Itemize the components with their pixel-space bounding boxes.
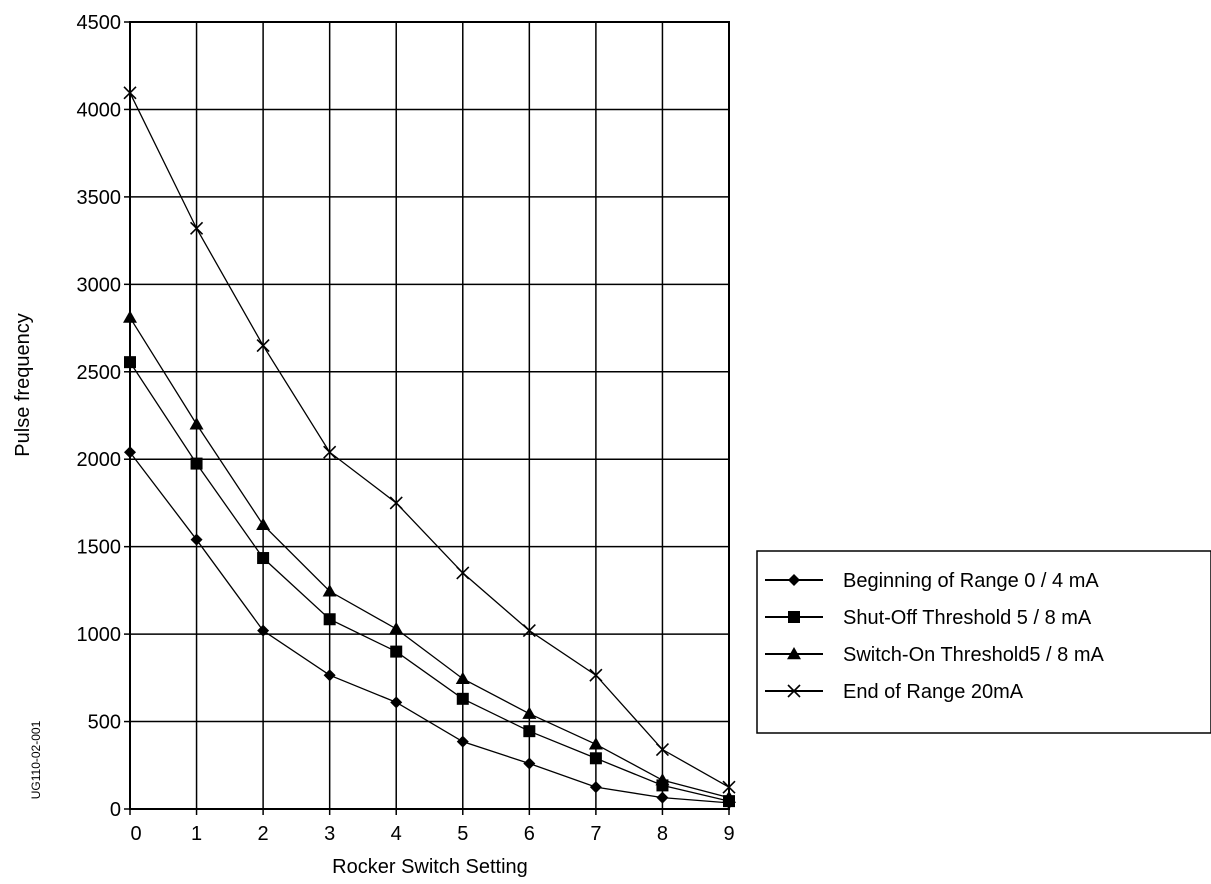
x-tick-label: 1 xyxy=(191,823,202,845)
legend: Beginning of Range 0 / 4 mA Shut-Off Thre… xyxy=(756,550,1211,734)
data-point xyxy=(456,566,470,580)
legend-item: Beginning of Range 0 / 4 mA xyxy=(765,570,1099,592)
x-marker-stroke xyxy=(655,742,670,757)
y-tick-label: 4500 xyxy=(77,12,122,34)
legend-item: Shut-Off Threshold 5 / 8 mA xyxy=(765,607,1092,629)
y-tick-label: 0 xyxy=(110,799,121,821)
x-tick-labels: 0 1 2 3 4 5 6 7 8 9 xyxy=(129,809,735,845)
legend-label: End of Range 20mA xyxy=(843,681,1024,703)
data-point xyxy=(589,668,603,682)
data-point xyxy=(256,517,271,531)
y-tick-label: 3000 xyxy=(77,274,122,296)
data-point xyxy=(456,735,469,748)
y-tick-label: 1000 xyxy=(77,624,122,646)
data-point xyxy=(522,624,536,638)
x-marker-stroke xyxy=(323,445,337,459)
x-tick-label: 2 xyxy=(258,823,269,845)
data-point xyxy=(389,496,403,510)
legend-label: Beginning of Range 0 / 4 mA xyxy=(843,570,1099,592)
legend-marker xyxy=(788,574,800,586)
data-point xyxy=(390,696,403,709)
y-tick-labels: 0 500 1000 1500 2000 2500 3000 3500 4000 4500 xyxy=(77,12,130,821)
data-point xyxy=(189,221,204,235)
data-point xyxy=(322,584,337,597)
x-marker-stroke xyxy=(522,624,536,638)
series-line xyxy=(129,317,730,799)
data-point xyxy=(523,757,536,770)
y-tick-label: 3500 xyxy=(77,187,122,209)
x-tick-label: 3 xyxy=(324,823,335,845)
x-tick-label: 8 xyxy=(657,823,668,845)
figure-id-label: UG110-02-001 xyxy=(29,720,43,799)
x-axis-label: Rocker Switch Setting xyxy=(332,856,528,878)
x-marker-stroke xyxy=(787,684,801,698)
data-point xyxy=(190,457,203,470)
series-line xyxy=(129,361,730,802)
data-point xyxy=(190,533,203,546)
data-point xyxy=(456,692,469,705)
x-marker-stroke xyxy=(256,338,270,353)
data-point xyxy=(522,706,537,719)
x-tick-label: 7 xyxy=(590,823,601,845)
data-point xyxy=(390,645,403,658)
y-tick-label: 1500 xyxy=(77,537,122,559)
data-point xyxy=(323,445,337,459)
series-square xyxy=(124,356,735,808)
series-line xyxy=(129,451,730,804)
data-point xyxy=(323,669,336,682)
data-point xyxy=(589,752,602,765)
legend-marker xyxy=(787,684,801,698)
series-x xyxy=(123,86,736,794)
legend-marker xyxy=(787,647,801,660)
legend-marker xyxy=(788,611,800,623)
data-point xyxy=(257,624,270,637)
data-point xyxy=(523,725,536,738)
legend-box xyxy=(756,550,1211,734)
series-group xyxy=(123,86,736,809)
data-point xyxy=(257,552,270,565)
legend-item: End of Range 20mA xyxy=(765,681,1024,703)
data-point xyxy=(389,621,404,635)
x-tick-label: 6 xyxy=(524,823,535,845)
x-tick-label: 5 xyxy=(457,823,468,845)
x-tick-label: 4 xyxy=(391,823,402,845)
y-axis-label: Pulse frequency xyxy=(12,313,34,456)
data-point xyxy=(589,781,602,794)
legend-item: Switch-On Threshold5 / 8 mA xyxy=(765,644,1105,666)
legend-label: Shut-Off Threshold 5 / 8 mA xyxy=(843,607,1092,629)
y-tick-label: 2000 xyxy=(77,449,122,471)
x-marker-stroke xyxy=(189,221,204,235)
series-line xyxy=(129,92,730,788)
x-marker-stroke xyxy=(389,496,403,510)
data-point xyxy=(323,613,336,626)
series-diamond xyxy=(124,446,735,809)
x-marker-stroke xyxy=(589,668,603,682)
y-tick-label: 500 xyxy=(88,712,121,734)
data-point xyxy=(655,773,670,786)
data-point xyxy=(656,791,669,804)
data-point xyxy=(655,742,670,757)
plot-frame xyxy=(129,21,730,810)
y-tick-label: 4000 xyxy=(77,99,122,121)
data-point xyxy=(256,338,270,353)
data-point xyxy=(588,737,603,750)
x-tick-label: 9 xyxy=(723,823,734,845)
grid-lines xyxy=(130,22,729,809)
x-marker-stroke xyxy=(456,566,470,580)
y-tick-label: 2500 xyxy=(77,362,122,384)
data-point xyxy=(189,417,204,430)
legend-label: Switch-On Threshold5 / 8 mA xyxy=(843,644,1105,666)
data-point xyxy=(455,671,470,684)
x-tick-label: 0 xyxy=(130,823,141,845)
